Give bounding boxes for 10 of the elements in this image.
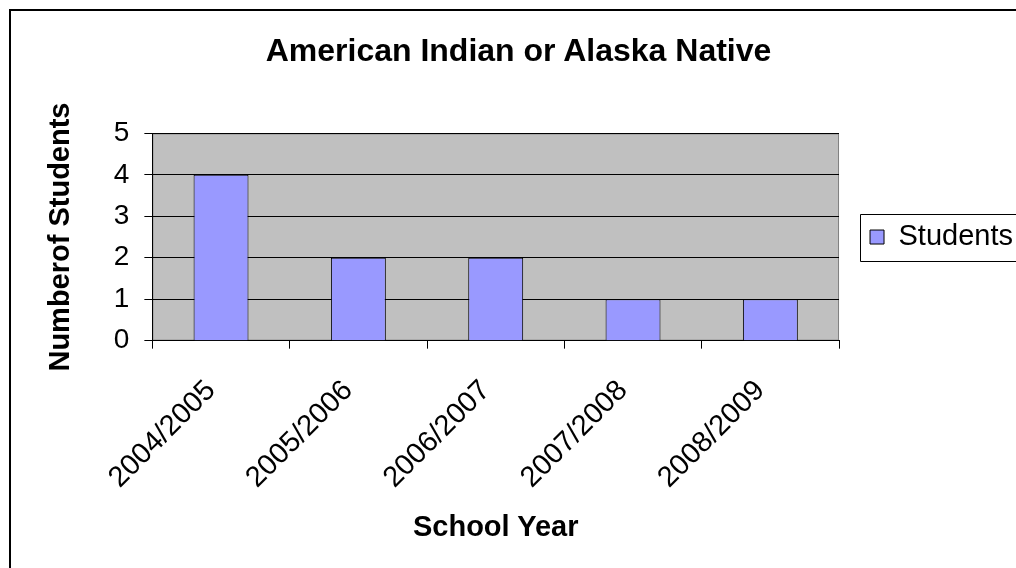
y-tick-label: 1 (113, 281, 130, 313)
y-tick-label: 4 (113, 157, 130, 189)
y-tick-label: 3 (113, 199, 130, 231)
legend-label: Students (898, 219, 1014, 252)
y-tick-label: 2 (113, 240, 130, 272)
chart-title: American Indian or Alaska Native (265, 32, 772, 69)
x-axis-title: School Year (412, 509, 579, 542)
y-tick-label: 5 (113, 116, 130, 148)
y-axis-title: Numberof Students (43, 102, 76, 372)
y-tick-label: 0 (113, 323, 130, 355)
